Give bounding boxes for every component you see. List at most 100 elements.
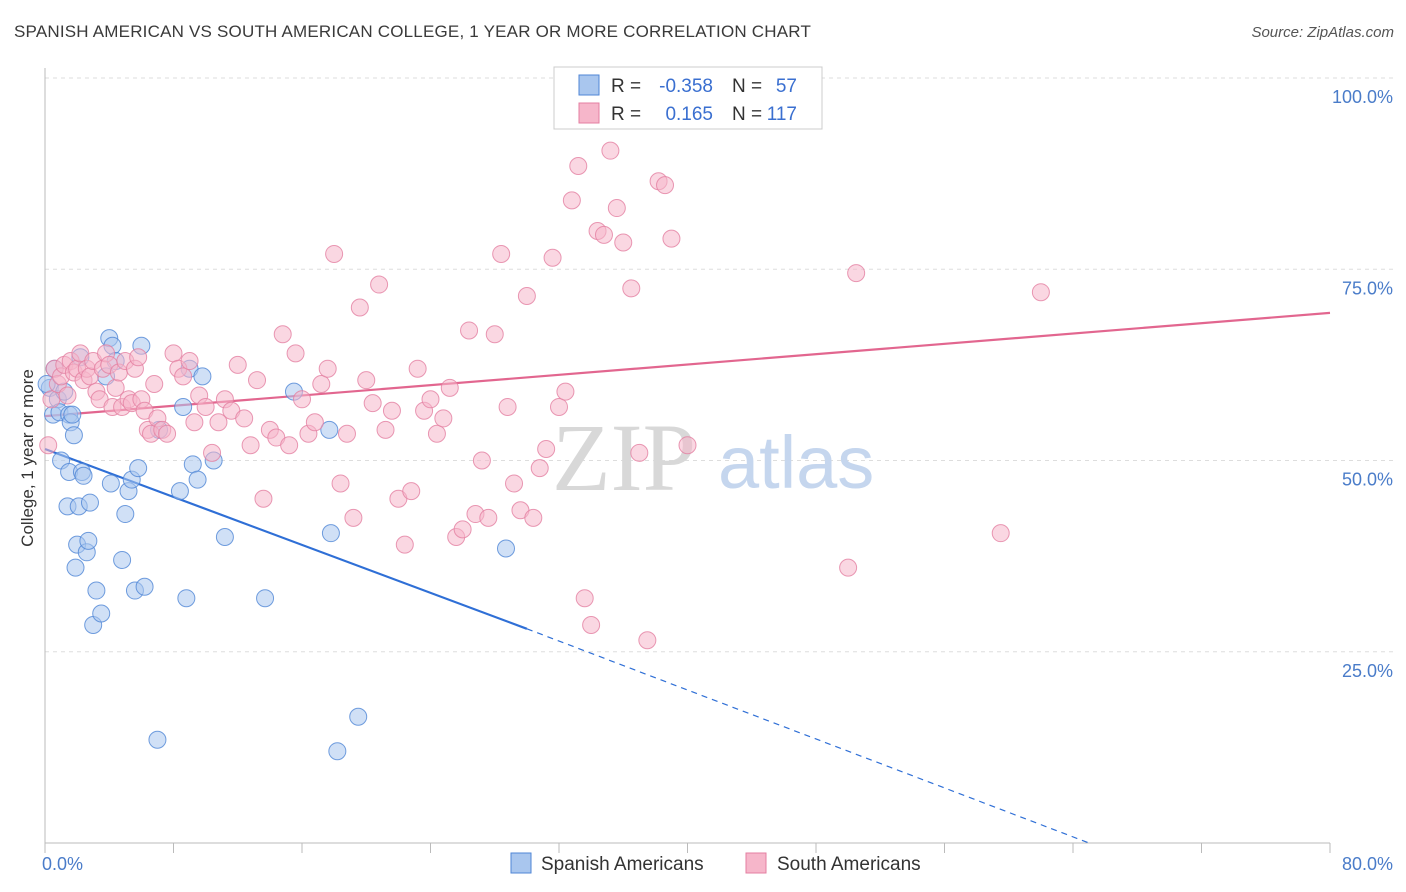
spanish-americans-point: [63, 405, 82, 424]
south-americans-point: [318, 359, 337, 378]
stats-n-value-blue: 57: [776, 76, 797, 97]
south-americans-point: [158, 424, 177, 443]
y-tick-label: 75.0%: [1342, 278, 1393, 298]
south-americans-point: [39, 436, 58, 455]
south-americans-point: [622, 279, 641, 298]
stats-n-label-blue: N =: [732, 76, 762, 97]
south-americans-point: [235, 409, 254, 428]
south-americans-point: [839, 558, 858, 577]
south-americans-point: [662, 229, 681, 248]
spanish-americans-point: [80, 493, 99, 512]
south-americans-point: [569, 156, 588, 175]
south-americans-point: [337, 424, 356, 443]
spanish-americans-point: [321, 524, 340, 543]
south-americans-point: [847, 264, 866, 283]
south-americans-point: [228, 355, 247, 374]
x-tick-label-min: 0.0%: [42, 854, 83, 874]
spanish-americans-point: [215, 528, 234, 546]
series-legend: Spanish Americans South Americans: [510, 852, 921, 875]
south-americans-point: [312, 375, 331, 393]
south-americans-point: [485, 325, 504, 344]
south-americans-point: [293, 390, 311, 409]
south-americans-trend-line: [44, 311, 1331, 418]
grid-lines: [45, 77, 1393, 653]
legend-label-south-americans: South Americans: [777, 854, 921, 875]
south-americans-point: [421, 390, 440, 409]
spanish-americans-point: [101, 474, 120, 493]
south-americans-point: [472, 451, 491, 470]
trend-lines: [44, 311, 1331, 844]
spanish-americans-point: [135, 577, 154, 596]
spanish-americans-point: [193, 367, 212, 386]
south-americans-point: [575, 589, 594, 608]
south-americans-point: [325, 244, 344, 263]
south-americans-point: [376, 420, 395, 439]
south-americans-point: [991, 524, 1010, 543]
south-americans-point: [395, 535, 414, 554]
south-americans-point: [357, 371, 376, 390]
south-americans-point: [254, 489, 273, 508]
south-americans-point: [280, 436, 299, 455]
stats-r-value-pink: 0.165: [665, 104, 713, 125]
x-tick-label-max: 80.0%: [1342, 854, 1393, 874]
south-americans-point: [174, 367, 193, 386]
spanish-americans-point: [183, 455, 202, 474]
south-americans-point: [180, 352, 199, 371]
y-axis-title: College, 1 year or more: [18, 369, 37, 547]
south-americans-point: [402, 482, 421, 501]
watermark-atlas: atlas: [718, 421, 874, 504]
data-points: [37, 69, 1050, 761]
south-americans-point: [543, 248, 562, 267]
stats-legend: R = -0.358 N = 57 R = 0.165 N = 117: [553, 66, 823, 130]
south-americans-point: [460, 321, 479, 340]
south-americans-point: [286, 344, 305, 363]
south-americans-point: [562, 191, 581, 210]
south-americans-point: [350, 298, 369, 317]
south-americans-point: [614, 233, 633, 252]
south-americans-point: [196, 397, 215, 416]
south-americans-point: [638, 631, 657, 650]
spanish-americans-point: [64, 426, 83, 445]
south-americans-point: [453, 520, 472, 539]
legend-label-spanish-americans: Spanish Americans: [541, 854, 704, 875]
spanish-americans-point: [256, 589, 275, 608]
legend-swatch-spanish-americans: [510, 852, 532, 874]
south-americans-point: [145, 375, 164, 393]
south-americans-point: [440, 378, 459, 397]
south-americans-point: [164, 344, 183, 363]
watermark-zip: ZIP: [552, 404, 696, 511]
spanish-americans-point: [496, 539, 515, 558]
south-americans-point: [434, 409, 453, 428]
stats-r-value-blue: -0.358: [659, 76, 713, 97]
stats-r-label-blue: R =: [611, 76, 641, 97]
y-tick-label: 25.0%: [1342, 661, 1393, 681]
spanish-americans-point: [174, 397, 193, 416]
south-americans-point: [331, 474, 350, 493]
south-americans-point: [427, 424, 446, 443]
south-americans-point: [517, 287, 536, 306]
south-americans-point: [382, 401, 401, 420]
south-americans-point: [203, 443, 222, 462]
south-americans-point: [58, 386, 77, 405]
south-americans-point: [344, 508, 363, 527]
spanish-americans-point: [74, 466, 93, 485]
stats-n-label-pink: N =: [732, 104, 762, 125]
south-americans-point: [241, 436, 260, 455]
stats-r-label-pink: R =: [611, 104, 641, 125]
spanish-americans-point: [92, 604, 111, 623]
south-americans-point: [305, 413, 324, 432]
south-americans-point: [185, 413, 204, 432]
spanish-americans-point: [113, 550, 132, 569]
stats-legend-swatch-pink: [578, 102, 600, 124]
spanish-americans-point: [320, 420, 339, 439]
south-americans-point: [479, 508, 498, 527]
spanish-americans-point: [148, 730, 167, 749]
spanish-americans-point: [170, 482, 189, 501]
spanish-americans-trend-extension: [526, 628, 1090, 844]
south-americans-point: [550, 397, 568, 416]
south-americans-point: [408, 359, 427, 378]
legend-swatch-south-americans: [745, 852, 767, 874]
south-americans-point: [129, 348, 148, 367]
south-americans-point: [1031, 283, 1050, 302]
